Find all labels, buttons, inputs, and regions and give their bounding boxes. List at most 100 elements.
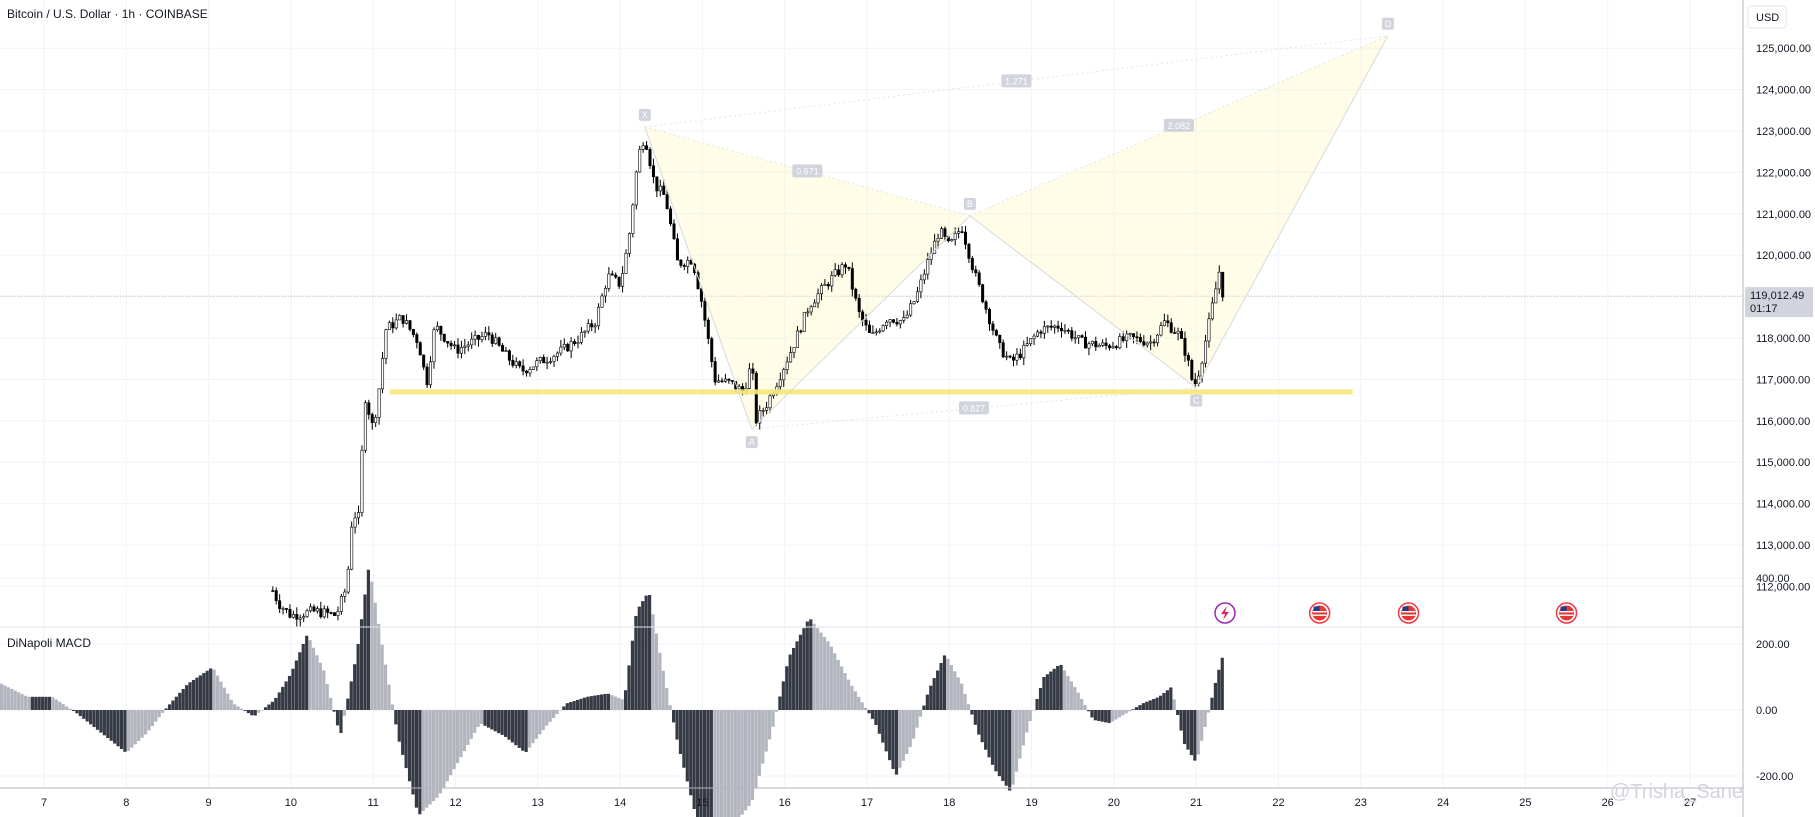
candle-body [861,311,865,321]
macd-bar [510,710,515,743]
macd-bar [819,632,823,710]
candle-body [984,301,988,310]
candle-body [549,361,553,363]
candle-body [305,610,309,617]
macd-bar [551,710,556,719]
candle-body [597,306,601,327]
us-flag-icon[interactable] [1397,602,1420,624]
pattern-point-label: A [749,437,755,447]
macd-bar [490,710,494,730]
macd-bar [493,710,497,732]
candle-body [795,330,799,348]
us-flag-icon[interactable] [1308,602,1331,624]
candle-body [830,275,834,287]
candle-body [919,279,923,293]
candle-body [621,273,625,287]
macd-bar [1176,710,1180,715]
macd-bar [431,710,436,802]
candle-body [501,345,505,352]
macd-bar [593,695,597,710]
harmonic-pattern[interactable]: 0.671 0.827 2.082 1.271 X A B C D [638,17,1394,449]
macd-bar [171,700,175,710]
candle-body [600,295,604,308]
candle-body [926,259,930,275]
candle-body [463,345,467,348]
candle-body [487,332,491,336]
candle-body [1080,335,1084,338]
macd-bar [150,710,154,727]
macd-bar [373,602,377,710]
candle-body [360,449,364,513]
candle-body [1077,335,1081,339]
macd-bar [1045,674,1049,710]
macd-bar [768,710,772,740]
macd-bar [589,696,593,710]
candle-body [912,301,916,305]
candle-body [809,306,813,313]
x-tick-label: 16 [779,797,791,809]
macd-bar [455,710,460,764]
candle-body [1097,345,1101,348]
candle-body [1104,342,1108,346]
macd-bar [397,710,401,742]
y-tick-label: 112,000.00 [1756,581,1810,593]
candle-body [521,365,525,372]
flag-stripe [1559,614,1574,616]
candle-body [682,265,686,267]
candle-body [727,378,731,381]
flag-stripe [1401,614,1416,616]
flag-stripe [1559,611,1574,613]
candle-body [322,608,326,618]
candle-body [1035,331,1039,337]
macd-bar [620,699,624,710]
chart-title: Bitcoin / U.S. Dollar · 1h · COINBASE [7,7,208,21]
y-tick-label: 114,000.00 [1756,499,1810,511]
candle-body [1032,335,1036,339]
macd-bar [1179,710,1183,731]
candle-body [569,341,573,352]
candle-body [943,228,947,237]
macd-bar [3,685,7,710]
macd-bar [325,684,329,710]
candle-body [1005,355,1009,358]
candle-body [902,317,906,321]
candle-body [387,322,391,331]
macd-bar [126,710,130,751]
macd-bar [675,710,679,740]
macd-bar [329,697,333,710]
macd-bar [651,614,655,710]
event-markers[interactable] [1214,602,1578,624]
last-price-value: 119,012.49 [1750,290,1804,302]
macd-bar [1172,699,1176,710]
macd-bar [1169,687,1173,710]
macd-bar [1083,705,1087,710]
candle-body [559,346,563,354]
us-flag-icon[interactable] [1555,602,1578,624]
candle-body [525,370,529,374]
candle-body [617,276,621,287]
macd-bar [915,710,919,728]
macd-bar [1182,710,1187,745]
x-tick-label: 25 [1519,797,1531,809]
candle-body [1186,355,1190,361]
candle-body [1101,342,1105,346]
macd-bar [747,710,751,806]
candle-body [1001,342,1005,358]
candle-body [905,314,909,319]
lightning-icon[interactable] [1214,602,1236,624]
macd-bar [212,669,216,710]
macd-bar [1134,707,1139,710]
macd-bar [586,696,590,710]
candle-body [473,334,477,340]
currency-button[interactable]: USD [1747,5,1787,29]
macd-bar [840,666,844,710]
macd-bar [243,710,247,711]
macd-bar [466,710,470,745]
candle-body [552,356,556,362]
candle-body [1180,331,1184,339]
candle-body [994,330,998,336]
candle-body [497,337,501,346]
macd-bar [692,710,696,809]
candle-body [679,259,683,266]
